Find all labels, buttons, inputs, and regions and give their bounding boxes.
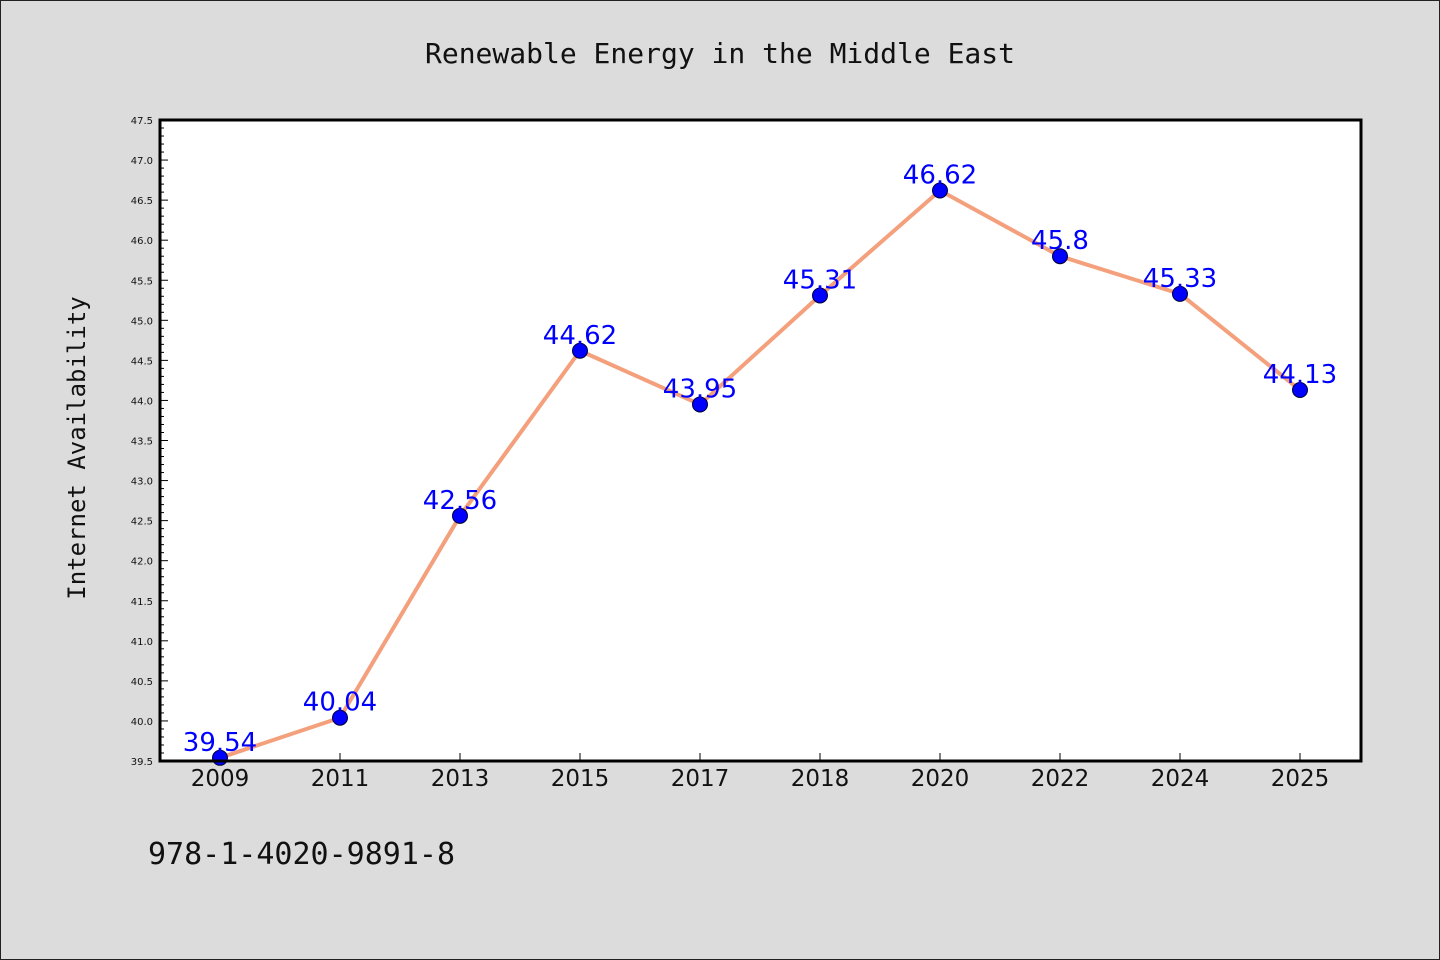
data-value-label: 45.31: [783, 265, 857, 295]
data-value-label: 40.04: [303, 688, 377, 718]
y-tick-label: 44.5: [131, 356, 153, 367]
data-point-marker: [692, 396, 708, 413]
data-value-label: 44.62: [543, 321, 617, 351]
x-tick-label: 2025: [1271, 766, 1330, 792]
x-tick-label: 2015: [551, 766, 610, 792]
data-point-marker: [452, 507, 468, 524]
y-tick-label: 47.5: [131, 116, 153, 127]
y-tick-label: 42.5: [131, 517, 153, 528]
series-markers: [212, 182, 1308, 766]
chart-title: Renewable Energy in the Middle East: [425, 37, 1015, 70]
y-tick-label: 43.5: [131, 437, 153, 448]
data-value-label: 45.8: [1031, 226, 1089, 256]
y-tick-label: 41.5: [131, 597, 153, 608]
y-tick-label: 42.0: [131, 557, 153, 568]
y-axis-label: Internet Availability: [63, 296, 91, 599]
data-labels: 39.54 40.04 42.56 44.62 43.95 45.31 46.62 45.8 4…: [183, 161, 1337, 758]
data-point-marker: [572, 342, 588, 359]
data-value-label: 43.95: [663, 374, 737, 404]
y-tick-label: 39.5: [131, 757, 153, 768]
x-tick-label: 2017: [671, 766, 730, 792]
plot-border: [158, 118, 1363, 763]
y-tick-label: 46.0: [131, 236, 153, 247]
x-tick-label: 2024: [1151, 766, 1210, 792]
x-tick-label: 2011: [311, 766, 370, 792]
y-tick-label: 44.0: [131, 396, 153, 407]
data-point-marker: [932, 182, 948, 199]
data-value-label: 44.13: [1263, 360, 1337, 390]
y-tick-label: 41.0: [131, 637, 153, 648]
x-tick-label: 2018: [791, 766, 850, 792]
y-tick-label: 40.0: [131, 717, 153, 728]
y-tick-label: 46.5: [131, 196, 153, 207]
y-tick-label: 43.0: [131, 477, 153, 488]
data-value-label: 45.33: [1143, 264, 1217, 294]
data-point-marker: [1052, 248, 1068, 265]
data-point-marker: [1292, 382, 1308, 399]
data-point-marker: [812, 287, 828, 304]
data-value-label: 46.62: [903, 161, 977, 191]
x-tick-label: 2020: [911, 766, 970, 792]
data-point-marker: [1172, 285, 1188, 302]
plot-area: [160, 120, 1361, 761]
y-tick-label: 47.0: [131, 156, 153, 167]
x-tick-label: 2009: [191, 766, 250, 792]
y-tick-label: 45.5: [131, 276, 153, 287]
x-tick-label: 2013: [431, 766, 490, 792]
data-value-label: 42.56: [423, 486, 497, 516]
data-point-marker: [332, 709, 348, 726]
series-line: [219, 188, 1302, 760]
y-tick-label: 40.5: [131, 677, 153, 688]
x-axis-ticks: 2009 2011 2013 2015 2017 2018 2020 2022 2024 2025: [191, 753, 1330, 792]
series-line-group: [219, 188, 1302, 760]
x-tick-label: 2022: [1031, 766, 1090, 792]
isbn-annotation: 978-1-4020-9891-8: [148, 837, 455, 872]
y-tick-label: 45.0: [131, 316, 153, 327]
data-value-label: 39.54: [183, 728, 257, 758]
